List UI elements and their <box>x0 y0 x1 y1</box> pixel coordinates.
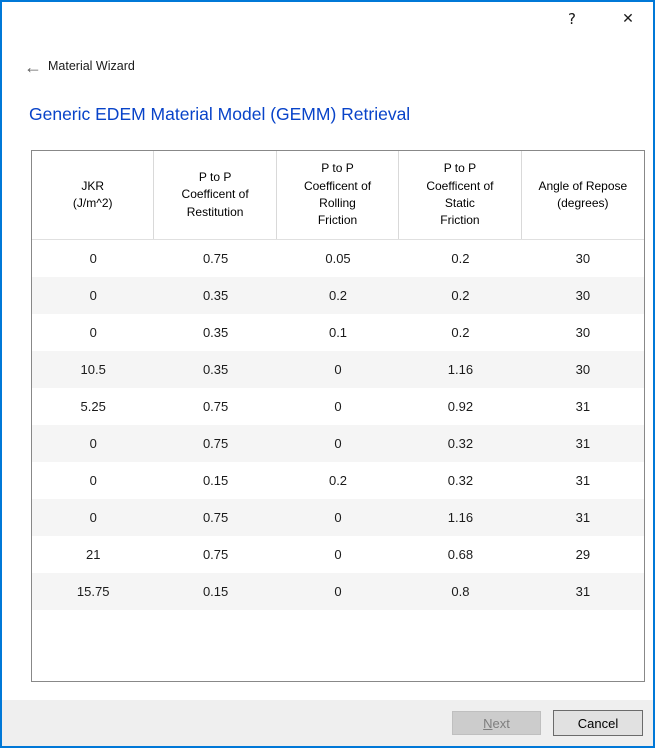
table-row[interactable]: 0 0.75 0 0.32 31 <box>32 425 644 462</box>
table-row[interactable]: 0 0.75 0.05 0.2 30 <box>32 240 644 277</box>
table-cell: 21 <box>85 547 101 562</box>
table-cell: 30 <box>575 362 591 377</box>
cancel-button[interactable]: Cancel <box>553 710 643 736</box>
close-icon: ✕ <box>622 11 634 27</box>
table-cell: 0.75 <box>202 251 229 266</box>
column-header-rolling-friction: P to P Coefficent of Rolling Friction <box>277 151 400 239</box>
table-cell: 0 <box>89 325 97 340</box>
column-header-static-friction: P to P Coefficent of Static Friction <box>399 151 522 239</box>
table-row[interactable]: 0 0.75 0 1.16 31 <box>32 499 644 536</box>
table-cell: 0 <box>89 251 97 266</box>
table-cell: 0.35 <box>202 362 229 377</box>
column-header-restitution: P to P Coefficent of Restitution <box>154 151 277 239</box>
table-cell: 5.25 <box>80 399 106 414</box>
help-icon: ? <box>568 10 576 28</box>
next-button-label-rest: ext <box>492 715 510 731</box>
table-cell: 0.75 <box>202 399 229 414</box>
table-cell: 0 <box>334 436 342 451</box>
table-cell: 0.1 <box>328 325 348 340</box>
table-cell: 0.35 <box>202 288 229 303</box>
table-cell: 0 <box>89 288 97 303</box>
table-cell: 0 <box>89 473 97 488</box>
table-cell: 0.2 <box>328 473 348 488</box>
table-cell: 31 <box>575 584 591 599</box>
table-cell: 0.05 <box>325 251 351 266</box>
table-cell: 0 <box>334 584 342 599</box>
table-cell: 31 <box>575 510 591 525</box>
column-header-jkr: JKR (J/m^2) <box>32 151 155 239</box>
table-cell: 0.32 <box>447 436 474 451</box>
back-arrow-icon[interactable]: ← <box>24 57 42 77</box>
table-cell: 0.15 <box>202 473 229 488</box>
table-cell: 0.32 <box>447 473 474 488</box>
wizard-title: Material Wizard <box>48 59 135 73</box>
table-row[interactable]: 0 0.15 0.2 0.32 31 <box>32 462 644 499</box>
table-cell: 30 <box>575 251 591 266</box>
table-cell: 0 <box>89 510 97 525</box>
table-cell: 1.16 <box>447 362 474 377</box>
close-button[interactable]: ✕ <box>606 4 650 34</box>
table-cell: 0.35 <box>202 325 229 340</box>
table-cell: 0 <box>89 436 97 451</box>
table-cell: 0 <box>334 362 342 377</box>
table-cell: 0.2 <box>451 251 470 266</box>
nav-row: ← Material Wizard <box>2 55 653 81</box>
table-cell: 0 <box>334 547 342 562</box>
table-cell: 30 <box>575 288 591 303</box>
table-row[interactable]: 0 0.35 0.1 0.2 30 <box>32 314 644 351</box>
table-cell: 29 <box>575 547 591 562</box>
help-button[interactable]: ? <box>550 4 594 34</box>
table-header-row: JKR (J/m^2) P to P Coefficent of Restitu… <box>32 151 644 240</box>
table-cell: 0.75 <box>202 436 229 451</box>
table-cell: 1.16 <box>447 510 474 525</box>
gemm-results-table: JKR (J/m^2) P to P Coefficent of Restitu… <box>31 150 645 682</box>
table-cell: 15.75 <box>76 584 110 599</box>
footer-bar: Next Cancel <box>2 700 653 746</box>
next-button[interactable]: Next <box>452 711 541 735</box>
table-cell: 0.8 <box>451 584 470 599</box>
next-button-accesskey: N <box>483 715 493 731</box>
table-cell: 0.2 <box>328 288 348 303</box>
table-cell: 0 <box>334 510 342 525</box>
table-cell: 0 <box>334 399 342 414</box>
page-title: Generic EDEM Material Model (GEMM) Retri… <box>29 104 411 124</box>
table-body: 0 0.75 0.05 0.2 30 0 0.35 0.2 0.2 30 0 0.35 0.1 0.2 30… <box>32 240 644 681</box>
column-header-angle-of-repose: Angle of Repose (degrees) <box>538 178 628 210</box>
table-cell: 31 <box>575 436 591 451</box>
table-cell: 0.75 <box>202 510 229 525</box>
table-cell: 0.68 <box>447 547 474 562</box>
table-cell: 0.75 <box>202 547 229 562</box>
table-cell: 0.2 <box>451 325 470 340</box>
table-cell: 10.5 <box>80 362 106 377</box>
table-cell: 31 <box>575 473 591 488</box>
table-row[interactable]: 10.5 0.35 0 1.16 30 <box>32 351 644 388</box>
table-row[interactable]: 15.75 0.15 0 0.8 31 <box>32 573 644 610</box>
table-row[interactable]: 0 0.35 0.2 0.2 30 <box>32 277 644 314</box>
table-cell: 0.15 <box>202 584 229 599</box>
table-row[interactable]: 21 0.75 0 0.68 29 <box>32 536 644 573</box>
table-cell: 0.92 <box>447 399 474 414</box>
table-row[interactable]: 5.25 0.75 0 0.92 31 <box>32 388 644 425</box>
table-cell: 31 <box>575 399 591 414</box>
titlebar: ? ✕ <box>2 2 653 36</box>
table-cell: 0.2 <box>451 288 470 303</box>
table-cell: 30 <box>575 325 591 340</box>
